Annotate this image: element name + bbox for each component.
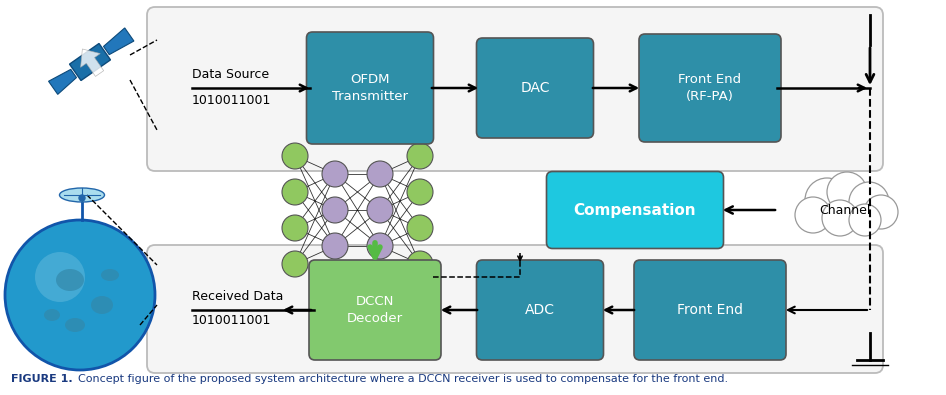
Ellipse shape	[60, 188, 104, 202]
Circle shape	[282, 143, 308, 169]
Text: Received Data: Received Data	[192, 290, 284, 303]
Ellipse shape	[56, 269, 84, 291]
Polygon shape	[80, 49, 104, 76]
Circle shape	[367, 233, 393, 259]
FancyBboxPatch shape	[477, 38, 593, 138]
FancyBboxPatch shape	[639, 34, 781, 142]
Circle shape	[367, 197, 393, 223]
Circle shape	[79, 195, 85, 201]
FancyBboxPatch shape	[309, 260, 441, 360]
Circle shape	[322, 233, 348, 259]
Circle shape	[367, 161, 393, 187]
Circle shape	[795, 197, 831, 233]
Circle shape	[805, 178, 849, 222]
Circle shape	[849, 182, 889, 222]
Text: Front End: Front End	[677, 303, 743, 317]
FancyBboxPatch shape	[147, 245, 883, 373]
Circle shape	[407, 251, 433, 277]
Circle shape	[282, 179, 308, 205]
Text: OFDM
Transmitter: OFDM Transmitter	[332, 73, 408, 103]
Text: 1010011001: 1010011001	[192, 314, 272, 327]
FancyBboxPatch shape	[147, 7, 883, 171]
Text: Front End
(RF-PA): Front End (RF-PA)	[678, 73, 742, 103]
Circle shape	[282, 251, 308, 277]
Text: Data Source: Data Source	[192, 68, 269, 81]
Circle shape	[407, 215, 433, 241]
Circle shape	[35, 252, 85, 302]
FancyBboxPatch shape	[547, 171, 724, 248]
Ellipse shape	[65, 318, 85, 332]
Text: FIGURE 1.: FIGURE 1.	[11, 374, 73, 384]
Polygon shape	[48, 70, 77, 94]
Text: Channel: Channel	[819, 203, 870, 216]
Ellipse shape	[101, 269, 119, 281]
Text: Compensation: Compensation	[573, 203, 696, 218]
Circle shape	[282, 215, 308, 241]
FancyBboxPatch shape	[477, 260, 604, 360]
FancyBboxPatch shape	[307, 32, 433, 144]
Text: DCCN
Decoder: DCCN Decoder	[347, 295, 403, 325]
Text: 1010011001: 1010011001	[192, 94, 272, 107]
Circle shape	[322, 197, 348, 223]
Polygon shape	[103, 28, 134, 55]
Circle shape	[407, 179, 433, 205]
Text: DAC: DAC	[520, 81, 550, 95]
Polygon shape	[69, 43, 111, 81]
Circle shape	[827, 172, 867, 212]
FancyBboxPatch shape	[634, 260, 786, 360]
Circle shape	[849, 204, 881, 236]
Ellipse shape	[44, 309, 60, 321]
Circle shape	[407, 143, 433, 169]
Circle shape	[864, 195, 898, 229]
Circle shape	[5, 220, 155, 370]
Text: Concept figure of the proposed system architecture where a DCCN receiver is used: Concept figure of the proposed system ar…	[78, 374, 727, 384]
Text: ADC: ADC	[525, 303, 555, 317]
Circle shape	[822, 200, 858, 236]
Ellipse shape	[91, 296, 113, 314]
Circle shape	[322, 161, 348, 187]
